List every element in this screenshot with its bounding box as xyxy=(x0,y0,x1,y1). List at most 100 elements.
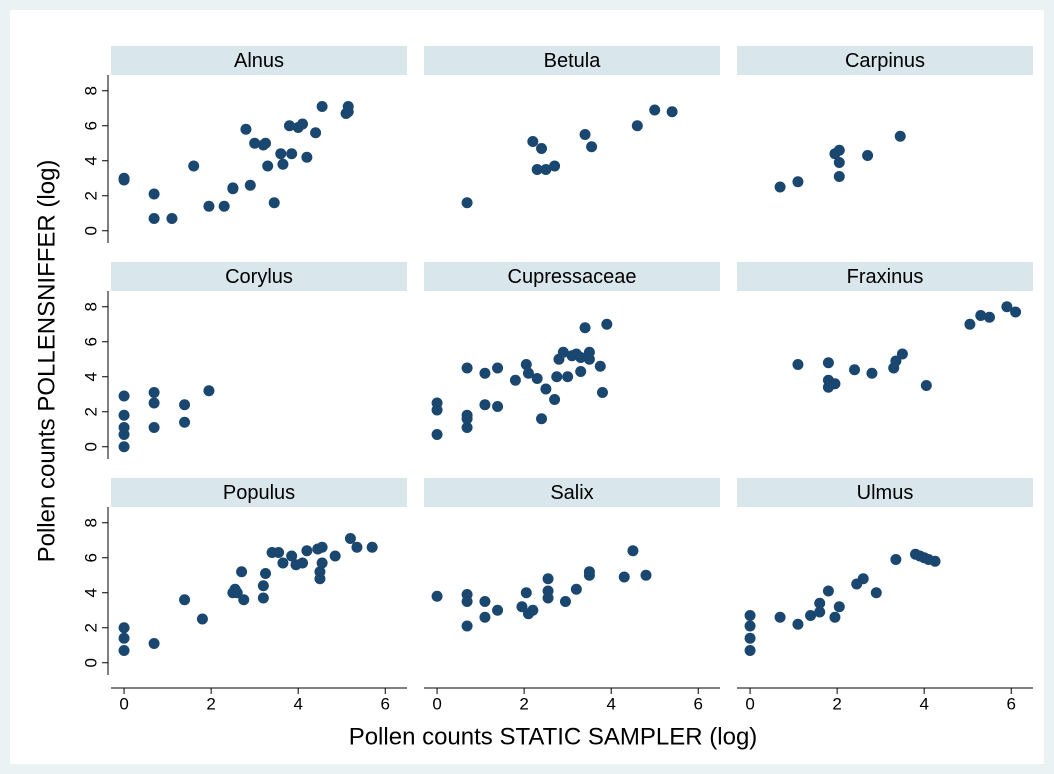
scatter-point xyxy=(179,399,191,411)
panel-header xyxy=(424,478,720,507)
x-axis-title: Pollen counts STATIC SAMPLER (log) xyxy=(349,723,758,750)
scatter-point xyxy=(148,387,160,398)
scatter-point xyxy=(179,416,191,428)
scatter-point xyxy=(744,620,756,632)
scatter-point xyxy=(814,597,826,609)
x-tick-label: 2 xyxy=(519,694,528,713)
scatter-point xyxy=(231,587,243,599)
scatter-point xyxy=(301,151,313,163)
x-tick-label: 2 xyxy=(832,694,841,713)
panel-header xyxy=(737,262,1033,291)
panel-header xyxy=(111,262,407,291)
scatter-point xyxy=(833,157,845,168)
y-tick-label: 0 xyxy=(81,442,100,451)
scatter-point xyxy=(531,373,543,384)
y-tick-label: 2 xyxy=(81,407,100,416)
y-tick-label: 6 xyxy=(81,553,100,562)
x-tick-label: 0 xyxy=(745,694,754,713)
scatter-point xyxy=(866,367,878,379)
scatter-point xyxy=(492,362,504,374)
panel-title: Populus xyxy=(223,482,295,504)
scatter-point xyxy=(536,143,548,154)
scatter-point xyxy=(492,604,504,616)
y-tick-label: 8 xyxy=(81,86,100,95)
scatter-point xyxy=(559,596,571,607)
y-tick-label: 0 xyxy=(81,658,100,667)
scatter-point xyxy=(236,566,248,578)
scatter-point xyxy=(118,622,130,634)
x-tick-label: 4 xyxy=(293,694,302,713)
scatter-point xyxy=(540,164,552,175)
scatter-point xyxy=(351,541,363,553)
scatter-point xyxy=(586,141,598,153)
scatter-point xyxy=(273,547,285,558)
x-tick-label: 4 xyxy=(606,694,615,713)
scatter-point xyxy=(627,545,639,557)
scatter-point xyxy=(431,404,443,416)
scatter-point xyxy=(479,367,491,379)
scatter-point xyxy=(601,318,613,330)
scatter-point xyxy=(203,200,215,212)
scatter-point xyxy=(557,346,569,358)
y-tick-label: 6 xyxy=(81,337,100,346)
scatter-point xyxy=(744,645,756,656)
scatter-point xyxy=(118,632,130,644)
scatter-point xyxy=(286,148,298,160)
scatter-point xyxy=(551,371,563,383)
scatter-point xyxy=(431,590,443,602)
scatter-point xyxy=(1010,306,1022,318)
scatter-point xyxy=(461,620,473,632)
scatter-point xyxy=(596,387,608,398)
scatter-point xyxy=(833,144,845,156)
scatter-point xyxy=(649,104,661,116)
panel-title: Betula xyxy=(544,50,602,72)
y-tick-label: 4 xyxy=(81,588,100,597)
x-tick-label: 6 xyxy=(381,694,390,713)
scatter-point xyxy=(479,596,491,607)
scatter-point xyxy=(118,390,130,402)
scatter-point xyxy=(118,645,130,656)
scatter-point xyxy=(774,181,786,193)
panel-title: Corylus xyxy=(225,266,293,288)
scatter-point xyxy=(179,594,191,606)
scatter-point xyxy=(262,160,274,172)
panel-title: Alnus xyxy=(234,50,284,72)
scatter-point xyxy=(148,422,160,433)
scatter-point xyxy=(479,611,491,623)
scatter-point xyxy=(583,566,595,578)
x-tick-label: 0 xyxy=(432,694,441,713)
scatter-point xyxy=(431,429,443,440)
scatter-point xyxy=(929,555,941,567)
scatter-point xyxy=(148,188,160,200)
scatter-point xyxy=(833,601,845,613)
scatter-point xyxy=(1001,301,1013,313)
scatter-point xyxy=(310,127,322,139)
scatter-point xyxy=(520,359,532,370)
scatter-point xyxy=(479,399,491,411)
scatter-point xyxy=(849,364,861,376)
scatter-point xyxy=(890,355,902,367)
scatter-point xyxy=(829,611,841,623)
scatter-point xyxy=(238,594,250,606)
panel-header xyxy=(424,46,720,75)
scatter-point xyxy=(666,106,678,118)
scatter-point xyxy=(196,613,208,625)
scatter-point xyxy=(575,366,587,377)
scatter-point xyxy=(744,632,756,644)
scatter-point xyxy=(316,101,328,112)
scatter-point xyxy=(461,362,473,374)
scatter-point xyxy=(148,638,160,649)
scatter-point xyxy=(540,383,552,395)
scatter-point xyxy=(316,541,328,553)
scatter-point xyxy=(218,200,230,212)
scatter-point xyxy=(890,554,902,565)
scatter-point xyxy=(509,374,521,386)
scatter-point xyxy=(257,592,269,604)
scatter-point xyxy=(814,606,826,618)
panel-header xyxy=(424,262,720,291)
scatter-point xyxy=(640,569,652,581)
x-tick-label: 6 xyxy=(694,694,703,713)
x-tick-label: 2 xyxy=(206,694,215,713)
scatter-point xyxy=(536,413,548,425)
